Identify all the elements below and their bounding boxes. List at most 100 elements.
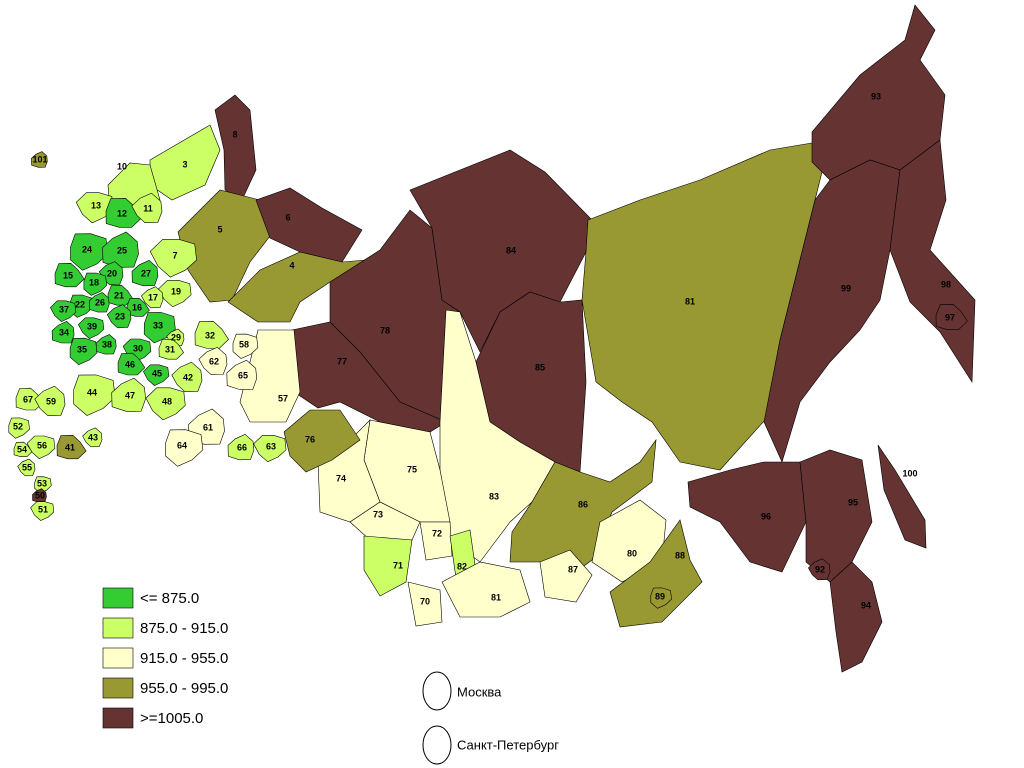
region-label: 51 <box>38 504 48 514</box>
region-label: 78 <box>380 325 390 335</box>
region-label: 5 <box>217 224 222 234</box>
region-label: 75 <box>407 464 417 474</box>
region <box>8 417 30 439</box>
region-label: 46 <box>125 359 135 369</box>
region-label: 101 <box>32 154 47 164</box>
region-label: 53 <box>37 478 47 488</box>
region <box>126 297 150 317</box>
legend-label: 955.0 - 995.0 <box>140 680 228 697</box>
region <box>13 441 33 458</box>
legend-label: 915.0 - 955.0 <box>140 650 228 667</box>
region-label: 64 <box>177 440 187 450</box>
region <box>877 444 927 549</box>
region <box>441 561 531 618</box>
region-label: 98 <box>941 279 951 289</box>
region-label: 21 <box>114 290 124 300</box>
region <box>935 303 968 331</box>
legend-swatch <box>102 617 134 639</box>
region-label: 25 <box>117 245 127 255</box>
region <box>51 321 75 344</box>
region <box>70 233 109 271</box>
region <box>78 317 105 339</box>
region-label: 43 <box>88 432 98 442</box>
legend: <= 875.0 875.0 - 915.0 915.0 - 955.0 955.0 … <box>102 587 228 729</box>
region <box>407 581 443 627</box>
region <box>419 521 453 561</box>
region-label: 27 <box>141 268 151 278</box>
region <box>131 192 163 224</box>
legend-label: >=1005.0 <box>140 710 203 727</box>
region-label: 63 <box>266 441 276 451</box>
region-label: 56 <box>37 440 47 450</box>
region-label: 33 <box>153 320 163 330</box>
region-label: 18 <box>89 277 99 287</box>
region <box>214 94 257 201</box>
region <box>69 337 98 366</box>
region <box>539 549 593 603</box>
region <box>799 449 873 583</box>
region <box>50 300 77 322</box>
region <box>227 433 255 461</box>
region <box>106 304 132 329</box>
region-label: 11 <box>143 203 153 213</box>
region-label: 83 <box>489 491 499 501</box>
region-label: 15 <box>63 270 73 280</box>
region-label: 50 <box>35 490 45 500</box>
region-label: 20 <box>107 268 117 278</box>
region <box>54 262 85 288</box>
region-label: 81 <box>685 296 695 306</box>
region-label: 67 <box>23 394 33 404</box>
region-label: 35 <box>77 344 87 354</box>
region-label: 34 <box>59 327 69 337</box>
region-label: 66 <box>237 442 247 452</box>
region-label: 74 <box>336 473 346 483</box>
city-label: Санкт-Петербург <box>457 737 559 752</box>
region <box>177 189 271 303</box>
region-label: 95 <box>848 497 858 507</box>
legend-swatch <box>102 707 134 729</box>
region-label: 73 <box>373 509 383 519</box>
region-label: 58 <box>239 339 249 349</box>
region-label: 44 <box>87 387 97 397</box>
region <box>17 458 36 477</box>
region-label: 71 <box>393 560 403 570</box>
region <box>198 346 228 376</box>
region <box>283 409 361 473</box>
region-label: 55 <box>22 462 32 472</box>
region-label: 3 <box>182 159 187 169</box>
legend-label: <= 875.0 <box>140 590 199 607</box>
region <box>226 359 258 390</box>
region-label: 17 <box>148 292 158 302</box>
legend-swatch <box>102 677 134 699</box>
region <box>83 272 108 296</box>
region-label: 86 <box>578 499 588 509</box>
region-label: 39 <box>87 321 97 331</box>
region <box>56 434 87 460</box>
region-label: 4 <box>289 260 294 270</box>
region <box>687 461 807 573</box>
region-label: 62 <box>209 356 219 366</box>
region <box>255 187 363 263</box>
region-label: 6 <box>285 212 290 222</box>
region-label: 57 <box>278 393 288 403</box>
region-label: 84 <box>506 245 516 255</box>
region-label: 87 <box>568 564 578 574</box>
region <box>30 501 55 521</box>
region-label: 81 <box>491 592 501 602</box>
region-label: 93 <box>871 91 881 101</box>
region-label: 45 <box>152 368 162 378</box>
region <box>31 151 48 168</box>
region <box>829 561 883 673</box>
region-label: 8 <box>232 129 237 139</box>
region-label: 89 <box>655 591 665 601</box>
region-label: 61 <box>203 422 213 432</box>
region <box>158 279 192 308</box>
region-label: 77 <box>337 356 347 366</box>
region <box>609 519 703 628</box>
region <box>131 259 159 287</box>
region <box>143 364 170 386</box>
region <box>95 334 117 355</box>
legend-label: 875.0 - 915.0 <box>140 620 228 637</box>
region-label: 97 <box>945 312 955 322</box>
